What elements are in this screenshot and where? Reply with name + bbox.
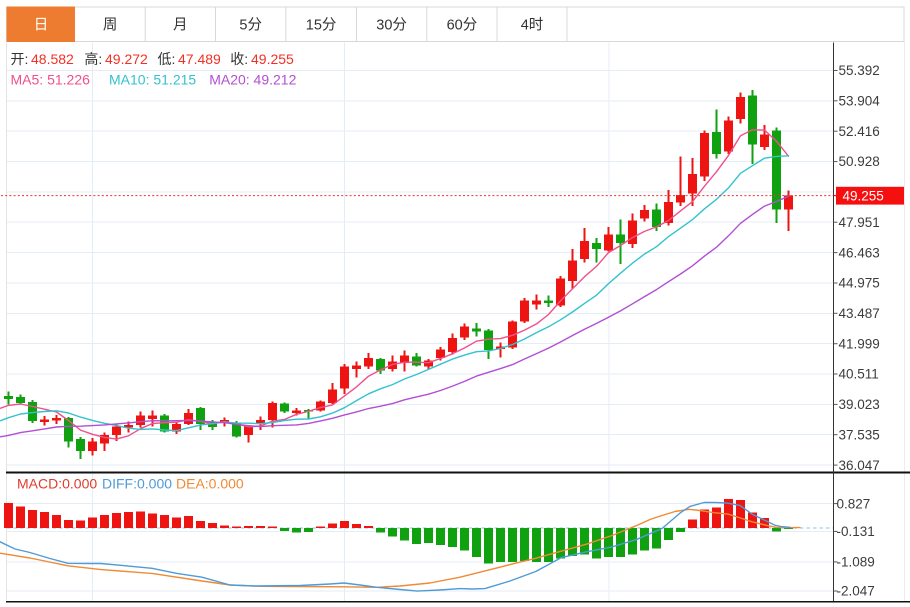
svg-text:-0.131: -0.131 [837,524,875,539]
svg-text:43.487: 43.487 [839,306,880,321]
svg-text:44.975: 44.975 [839,276,880,291]
svg-text:49.255: 49.255 [843,188,884,203]
svg-text:50.928: 50.928 [839,154,880,169]
svg-text:30分: 30分 [376,17,407,34]
svg-text:60分: 60分 [447,17,478,34]
svg-text:-2.047: -2.047 [837,584,875,599]
svg-text:周: 周 [103,18,118,34]
svg-text:47.951: 47.951 [839,215,880,230]
svg-text:52.416: 52.416 [839,124,880,139]
svg-text:-1.089: -1.089 [837,555,875,570]
svg-text:39.023: 39.023 [839,397,880,412]
svg-text:月: 月 [173,18,188,34]
svg-text:15分: 15分 [306,17,337,34]
svg-text:日: 日 [34,18,49,34]
svg-text:41.999: 41.999 [839,336,880,351]
svg-text:0.827: 0.827 [837,496,871,511]
svg-text:5分: 5分 [239,17,262,34]
svg-text:4时: 4时 [521,17,544,34]
svg-text:46.463: 46.463 [839,245,880,260]
svg-text:37.535: 37.535 [839,427,880,442]
svg-text:36.047: 36.047 [839,458,880,473]
svg-text:55.392: 55.392 [839,63,880,78]
svg-text:53.904: 53.904 [839,94,881,109]
svg-text:40.511: 40.511 [839,367,879,382]
